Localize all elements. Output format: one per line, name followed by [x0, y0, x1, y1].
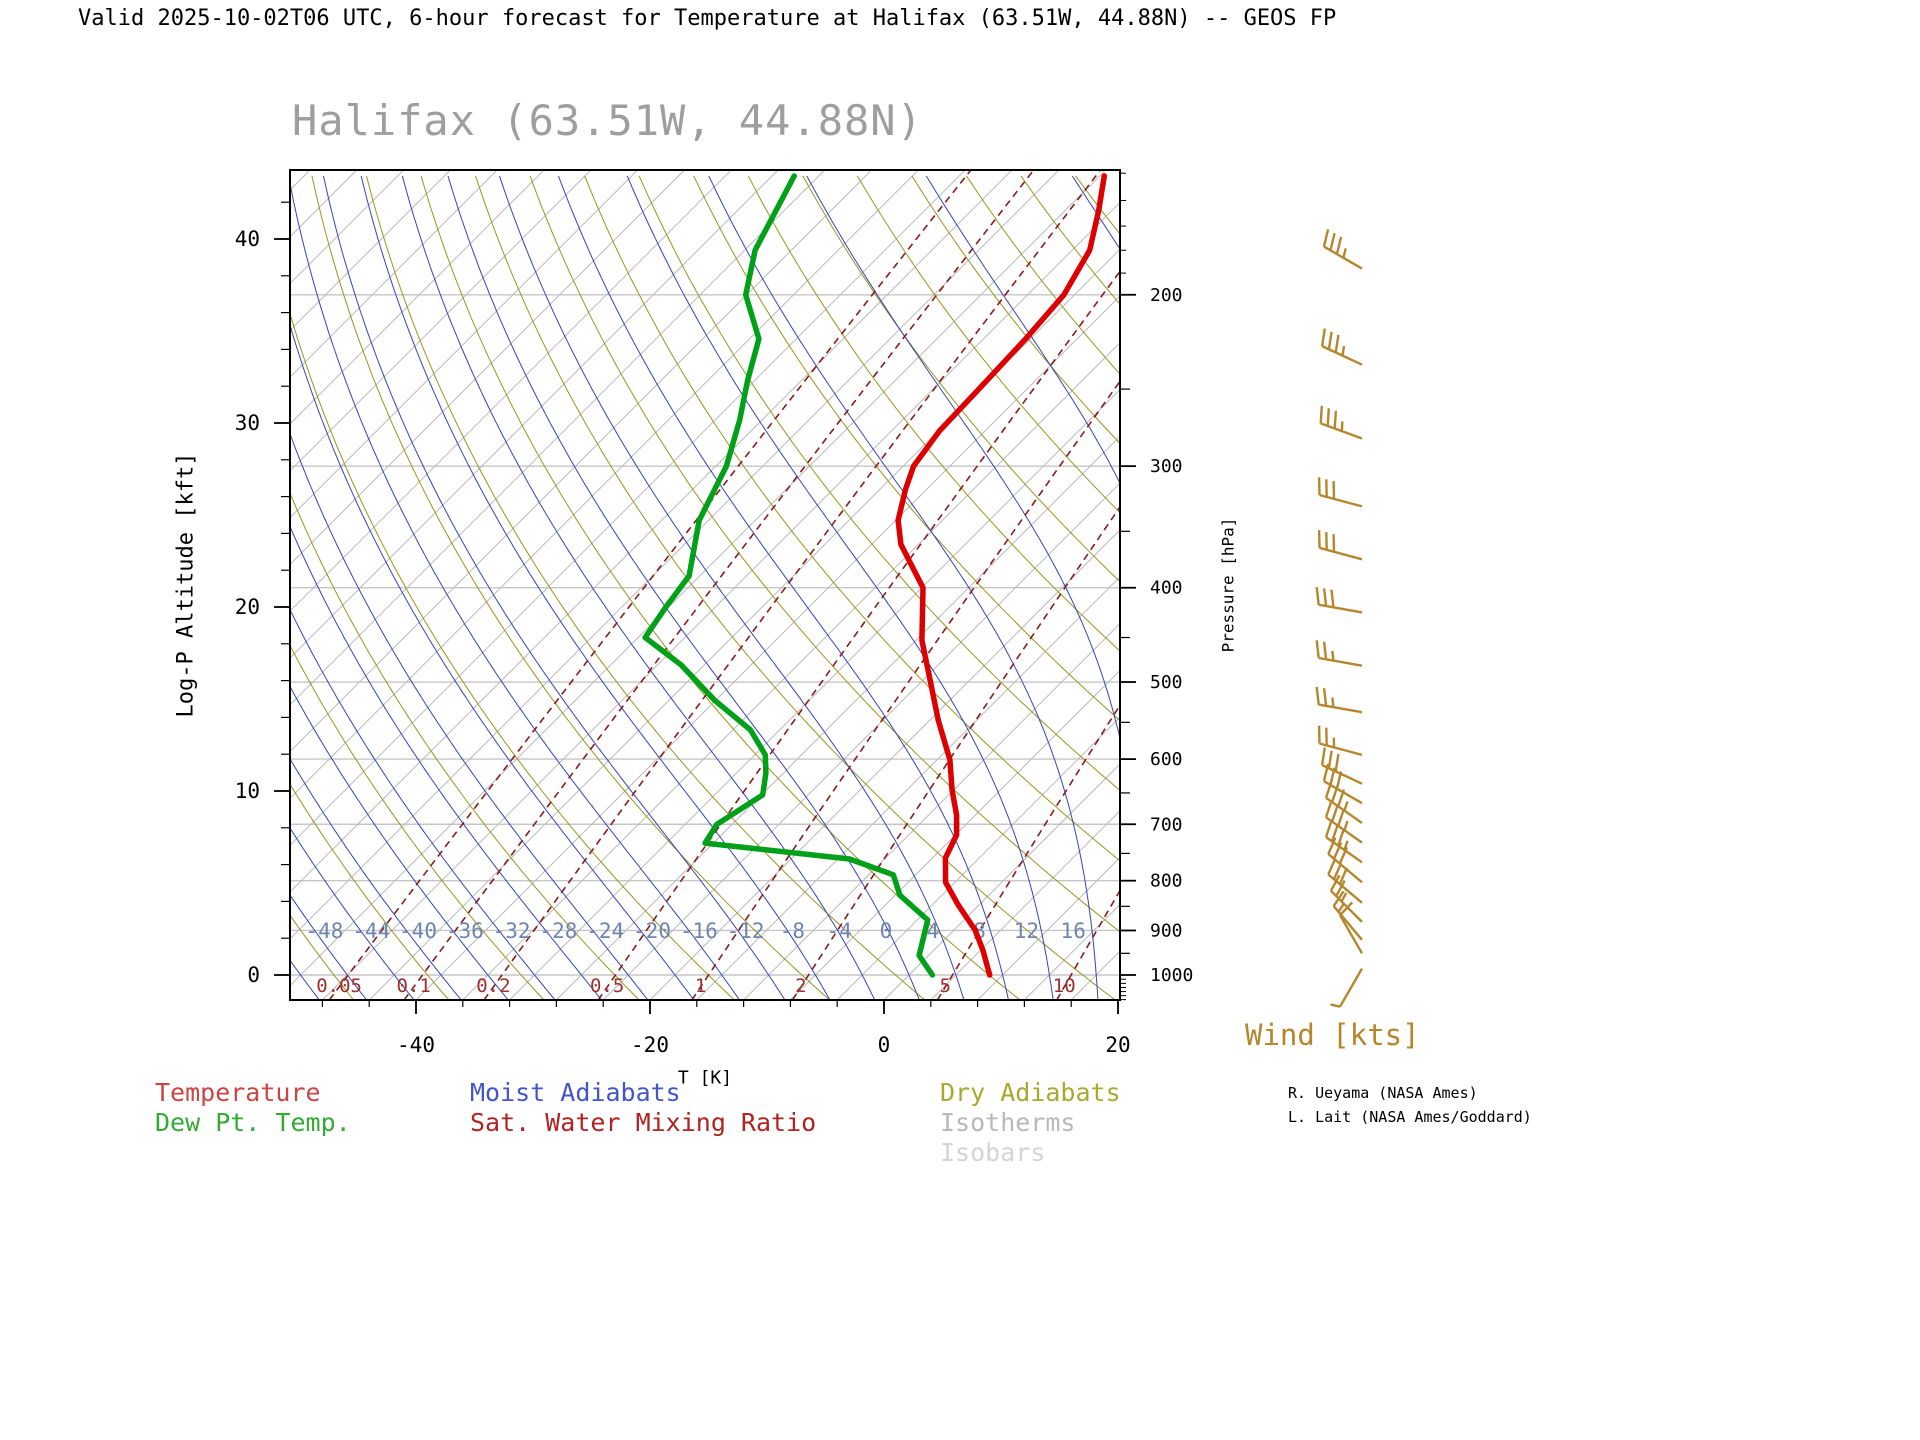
wind-barb — [1317, 725, 1363, 757]
svg-text:300: 300 — [1150, 456, 1183, 477]
mixing-ratio-label: 10 — [1053, 975, 1076, 997]
credit-line-2: L. Lait (NASA Ames/Goddard) — [1288, 1108, 1532, 1126]
mixing-ratio-label: 2 — [795, 975, 806, 997]
wind-barb — [1329, 874, 1363, 923]
mixing-ratio-label: 0.5 — [590, 975, 624, 997]
wind-barb — [1315, 640, 1363, 667]
svg-text:30: 30 — [235, 411, 260, 435]
isotherm-label: -36 — [446, 919, 484, 943]
svg-text:900: 900 — [1150, 920, 1183, 941]
plot-background — [290, 170, 1120, 1000]
isotherm-label: 0 — [880, 919, 893, 943]
legend-isotherms: Isotherms — [940, 1108, 1076, 1137]
isotherm-label: -4 — [827, 919, 852, 943]
isotherm-label: 4 — [926, 919, 939, 943]
isotherm-label: -8 — [780, 919, 805, 943]
svg-text:0: 0 — [247, 963, 260, 987]
svg-text:1000: 1000 — [1150, 965, 1193, 986]
svg-text:0: 0 — [878, 1033, 891, 1057]
wind-barb — [1315, 586, 1363, 614]
axis-tick-labels: 0102030402003004005006007008009001000-40… — [235, 227, 1194, 1057]
wind-barb — [1320, 328, 1363, 366]
wind-barb — [1324, 819, 1363, 864]
wind-barb — [1320, 747, 1363, 785]
isotherm-label: 16 — [1061, 919, 1086, 943]
wind-barb — [1330, 967, 1364, 1008]
isotherm-label: -32 — [493, 919, 531, 943]
wind-barb — [1317, 477, 1363, 508]
legend-isobars: Isobars — [940, 1138, 1046, 1167]
svg-text:500: 500 — [1150, 672, 1183, 693]
isotherm-label: -48 — [305, 919, 343, 943]
mixing-ratio-label: 0.05 — [316, 975, 362, 997]
isotherm-label: -40 — [399, 919, 437, 943]
profile-dew-pt-temp — [642, 173, 936, 978]
wind-barb — [1327, 857, 1363, 904]
isotherm-label: -20 — [633, 919, 671, 943]
legend-temperature: Temperature — [155, 1078, 321, 1107]
sounding-profiles — [642, 173, 1108, 978]
isotherm-label: -12 — [727, 919, 765, 943]
svg-text:700: 700 — [1150, 814, 1183, 835]
wind-barb — [1327, 837, 1363, 884]
svg-text:-20: -20 — [631, 1033, 669, 1057]
in-plot-labels: -48 -44 -40 -36 -32 -28 -24 -20 -16 -12 -8 -4 0 4 8 12 1… — [305, 919, 1085, 997]
mixing-ratio-label: 0.2 — [476, 975, 510, 997]
isotherm-label: -44 — [352, 919, 390, 943]
chart-title: Halifax (63.51W, 44.88N) — [292, 96, 923, 145]
legend-dry-adiabats: Dry Adiabats — [940, 1078, 1121, 1107]
svg-text:10: 10 — [235, 779, 260, 803]
isotherm-label: -28 — [539, 919, 577, 943]
svg-text:40: 40 — [235, 227, 260, 251]
svg-text:400: 400 — [1150, 578, 1183, 599]
mixing-ratio-label: 0.1 — [397, 975, 431, 997]
y-axis-left-title: Log-P Altitude [kft] — [173, 452, 199, 718]
x-axis-title: T [K] — [677, 1067, 733, 1089]
credit-line-1: R. Ueyama (NASA Ames) — [1288, 1084, 1478, 1102]
isotherm-label: 12 — [1014, 919, 1039, 943]
legend-moist-adiabats: Moist Adiabats — [470, 1078, 681, 1107]
svg-text:-40: -40 — [397, 1033, 435, 1057]
mixing-ratio-label: 1 — [695, 975, 706, 997]
profile-temperature — [895, 173, 1108, 978]
wind-barb — [1319, 405, 1363, 440]
svg-text:600: 600 — [1150, 749, 1183, 770]
legend-sat-water-mixing-ratio: Sat. Water Mixing Ratio — [470, 1108, 817, 1137]
wind-barb — [1332, 890, 1363, 941]
isotherm-label: -24 — [586, 919, 624, 943]
svg-text:20: 20 — [235, 595, 260, 619]
wind-units-label: Wind [kts] — [1245, 1018, 1420, 1052]
wind-barb — [1315, 686, 1363, 714]
wind-barb — [1317, 530, 1363, 561]
mixing-ratio-label: 5 — [940, 975, 951, 997]
svg-text:800: 800 — [1150, 871, 1183, 892]
figure-header-title: Valid 2025-10-02T06 UTC, 6-hour forecast… — [78, 6, 1337, 31]
isotherm-label: -16 — [680, 919, 718, 943]
svg-text:200: 200 — [1150, 285, 1183, 306]
y-axis-right-title: Pressure [hPa] — [1218, 517, 1238, 653]
wind-barb-column — [1315, 229, 1364, 1008]
wind-barb — [1322, 229, 1363, 270]
plot-frame — [289, 169, 1121, 1001]
axis-ticks — [274, 172, 1136, 1014]
svg-text:20: 20 — [1105, 1033, 1130, 1057]
legend-dew-point: Dew Pt. Temp. — [155, 1108, 351, 1137]
wind-barb — [1338, 901, 1364, 954]
